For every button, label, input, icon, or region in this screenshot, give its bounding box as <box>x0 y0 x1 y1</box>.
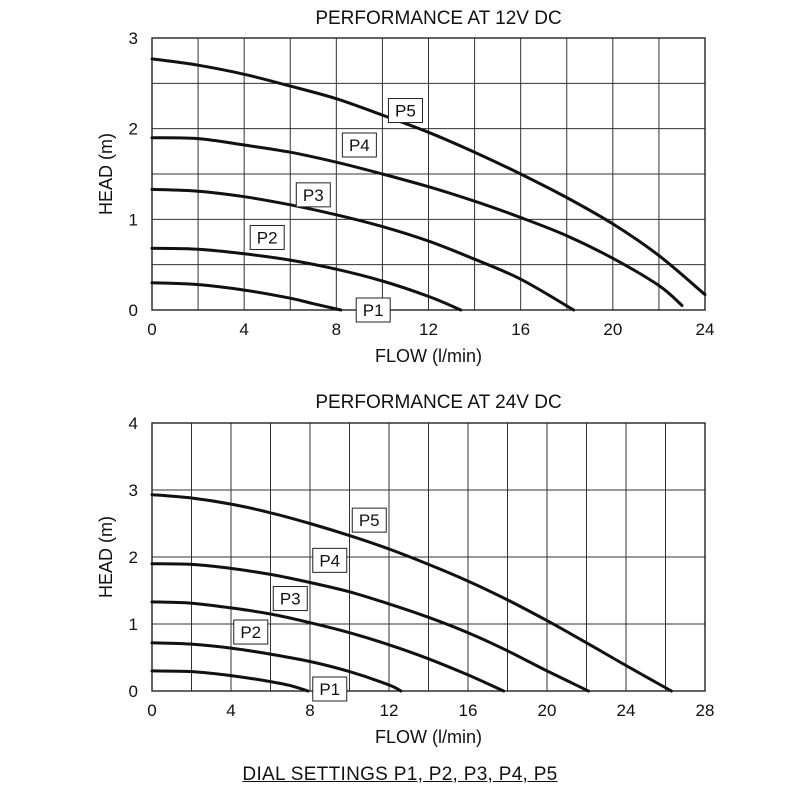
x-tick-label: 20 <box>538 701 557 720</box>
plot-frame <box>151 37 706 311</box>
series-label-box <box>295 182 331 208</box>
series-line-p4 <box>150 136 684 307</box>
pump-performance-figure: PERFORMANCE AT 12V DC0 4 8 12 16 20 240123FLOW… <box>96 8 714 747</box>
series-line-p5 <box>150 493 673 693</box>
y-tick-label: 2 <box>129 120 138 139</box>
series-label-p2: P2 <box>233 619 269 645</box>
x-tick-label: 12 <box>380 701 399 720</box>
x-tick-label: 8 <box>305 701 314 720</box>
x-tick-label: 28 <box>696 701 715 720</box>
chart-12v: PERFORMANCE AT 12V DC0 4 8 12 16 20 240123FLOW… <box>96 8 714 366</box>
series-label-p2: P2 <box>249 224 285 250</box>
x-tick-label: 0 <box>147 320 156 339</box>
series-label-text: P2 <box>257 228 278 247</box>
series-label-p5: P5 <box>351 507 387 533</box>
y-tick-label: 0 <box>129 301 138 320</box>
series-label-text: P5 <box>359 511 380 530</box>
y-tick-label: 1 <box>129 210 138 229</box>
y-tick-label: 1 <box>129 615 138 634</box>
series-line-p1 <box>150 281 343 312</box>
grid <box>152 38 705 310</box>
plot-frame <box>151 422 706 692</box>
y-tick-label: 3 <box>129 481 138 500</box>
series-line-p5 <box>150 57 707 297</box>
series-label-text: P1 <box>363 301 384 320</box>
series-label-box <box>355 297 391 323</box>
series-label-text: P3 <box>280 590 301 609</box>
series-label-p1: P1 <box>312 676 348 702</box>
series-label-box <box>341 132 377 158</box>
series-label-text: P4 <box>319 551 340 570</box>
y-axis-label: HEAD (m) <box>96 133 116 215</box>
series-label-text: P2 <box>240 623 261 642</box>
x-tick-label: 16 <box>511 320 530 339</box>
series-label-p4: P4 <box>341 132 377 158</box>
series-label-box <box>233 619 269 645</box>
series-line-p4 <box>150 562 590 693</box>
x-tick-label: 24 <box>617 701 636 720</box>
dial-settings-caption: DIAL SETTINGS P1, P2, P3, P4, P5 <box>242 764 558 785</box>
series-label-p3: P3 <box>295 182 331 208</box>
chart-title: PERFORMANCE AT 24V DC <box>315 392 561 413</box>
series-line-p1 <box>150 669 310 693</box>
y-tick-label: 0 <box>129 682 138 701</box>
y-tick-label: 4 <box>129 414 138 433</box>
series-line-p3 <box>150 600 506 693</box>
x-tick-label: 20 <box>603 320 622 339</box>
y-axis-label: HEAD (m) <box>96 516 116 598</box>
series-line-p2 <box>150 641 403 693</box>
x-axis-label: FLOW (l/min) <box>375 346 482 366</box>
series-label-text: P5 <box>395 102 416 121</box>
series-label-p5: P5 <box>387 98 423 124</box>
y-tick-label: 2 <box>129 548 138 567</box>
chart-24v: PERFORMANCE AT 24V DC0 4 8 12 16 20 24 2801234F… <box>96 392 714 747</box>
series-label-text: P4 <box>349 136 370 155</box>
series-label-p3: P3 <box>272 586 308 612</box>
x-tick-label: 24 <box>696 320 715 339</box>
series-label-box <box>312 676 348 702</box>
series-label-text: P3 <box>303 186 324 205</box>
x-tick-label: 8 <box>332 320 341 339</box>
x-tick-label: 0 <box>147 701 156 720</box>
series-label-box <box>249 224 285 250</box>
series-line-p2 <box>150 246 463 312</box>
series-label-text: P1 <box>319 680 340 699</box>
x-tick-label: 16 <box>459 701 478 720</box>
series-label-p4: P4 <box>312 547 348 573</box>
series-label-box <box>351 507 387 533</box>
y-tick-label: 3 <box>129 29 138 48</box>
series-label-box <box>272 586 308 612</box>
chart-title: PERFORMANCE AT 12V DC <box>315 8 561 29</box>
series-label-box <box>312 547 348 573</box>
grid <box>152 423 705 691</box>
series-label-p1: P1 <box>355 297 391 323</box>
x-tick-label: 12 <box>419 320 438 339</box>
series-label-box <box>387 98 423 124</box>
x-tick-label: 4 <box>239 320 248 339</box>
x-axis-label: FLOW (l/min) <box>375 727 482 747</box>
series-line-p3 <box>150 187 576 312</box>
x-tick-label: 4 <box>226 701 235 720</box>
